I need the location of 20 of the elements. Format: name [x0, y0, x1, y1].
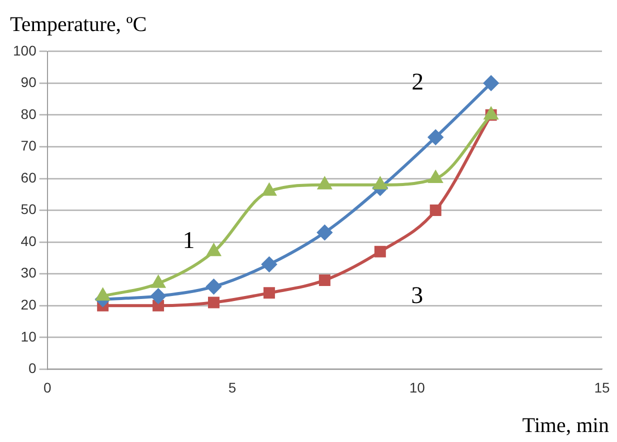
x-axis-title: Time, min	[522, 413, 609, 438]
y-tick-label: 20	[20, 296, 37, 312]
x-tick-label: 0	[43, 379, 52, 396]
y-tick-label: 70	[20, 138, 37, 154]
y-tick-label: 60	[20, 169, 37, 186]
y-tick-label: 10	[20, 328, 37, 344]
series-label: 3	[411, 282, 424, 309]
series-label: 2	[412, 70, 424, 96]
x-tick-label: 5	[228, 379, 236, 396]
y-tick-label: 90	[20, 74, 37, 90]
y-axis-title: Temperature, ºC	[10, 12, 147, 37]
y-tick-label: 100	[13, 42, 37, 58]
y-tick-label: 50	[20, 201, 37, 218]
y-tick-label: 0	[28, 360, 37, 376]
y-tick-label: 80	[20, 106, 37, 122]
x-tick-label: 10	[409, 379, 426, 396]
y-tick-label: 30	[20, 264, 37, 281]
y-tick-label: 40	[20, 232, 37, 249]
x-tick-label: 15	[594, 379, 610, 396]
series-label: 1	[182, 228, 195, 254]
